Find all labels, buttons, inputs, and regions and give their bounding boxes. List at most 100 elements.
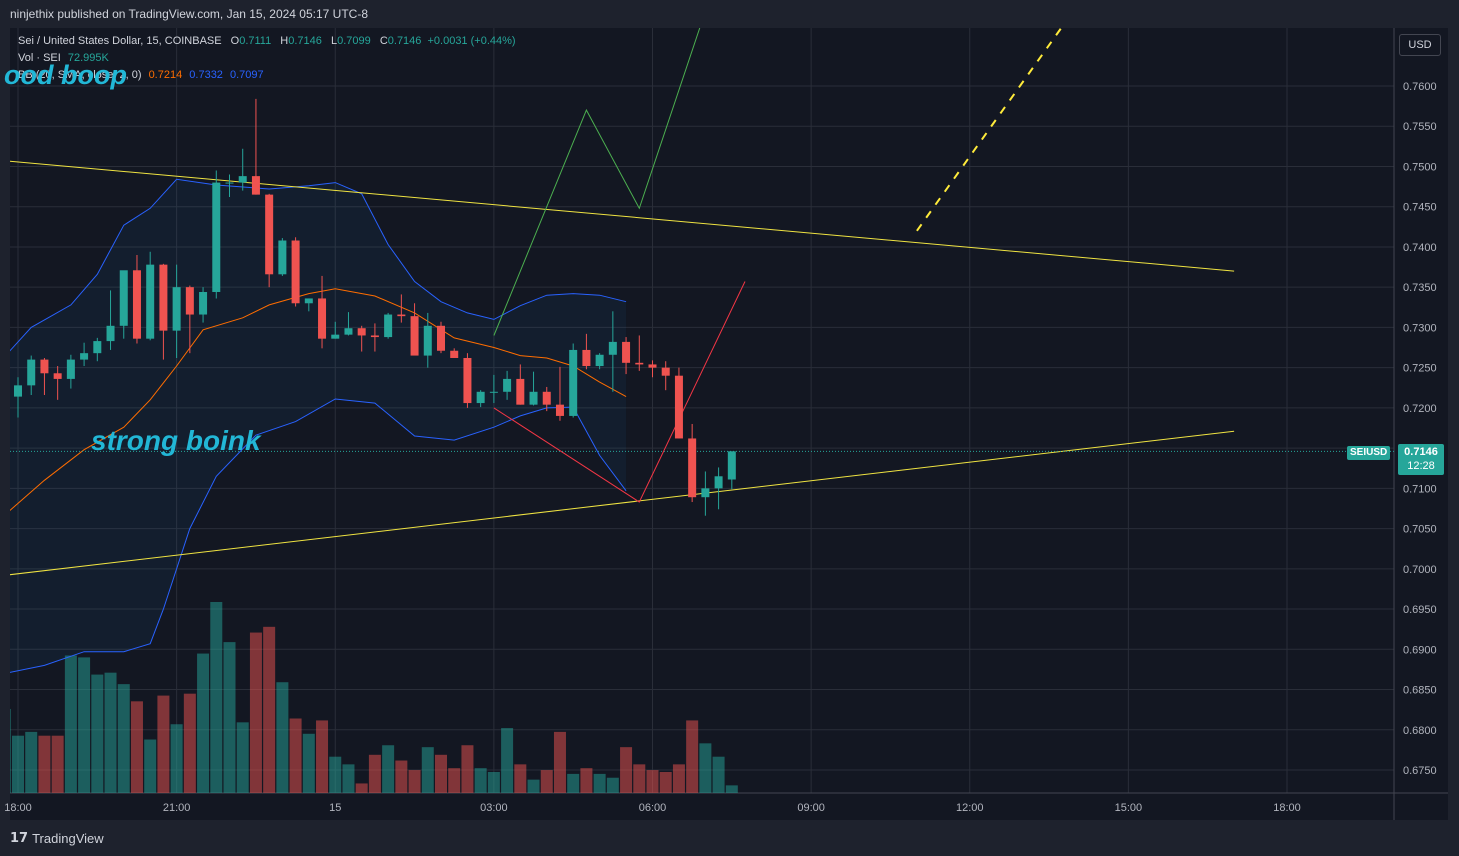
volume-bar: [593, 773, 606, 793]
lower-trendline: [10, 430, 1235, 576]
legend-change: +0.0031 (+0.44%): [427, 35, 516, 47]
candle-body: [1, 397, 9, 399]
x-tick-label: 09:00: [797, 802, 825, 814]
volume-bar: [567, 773, 580, 793]
green-projection-path: [493, 28, 701, 336]
volume-bar: [223, 642, 236, 793]
y-tick-label: 0.7300: [1403, 322, 1437, 334]
volume-bar: [395, 760, 408, 793]
candle-body: [489, 391, 498, 393]
currency-button[interactable]: USD: [1399, 34, 1441, 56]
candle-body: [622, 341, 631, 363]
candle-body: [40, 359, 49, 374]
y-tick-label: 0.6750: [1403, 765, 1437, 777]
volume-bar: [580, 768, 593, 793]
y-tick-label: 0.7500: [1403, 161, 1437, 173]
candle-body: [304, 298, 313, 304]
legend-bb-label[interactable]: BB (20, SMA, close, 2, 0): [18, 69, 142, 81]
candle-body: [27, 359, 36, 386]
volume-bar: [474, 768, 487, 793]
candle-body: [146, 264, 155, 339]
candle-body: [714, 476, 723, 489]
y-tick-label: 0.7250: [1403, 363, 1437, 375]
volume-bar: [183, 693, 196, 793]
candle-body: [463, 357, 472, 404]
legend-close: 0.7146: [387, 35, 422, 47]
volume-bar: [236, 722, 249, 793]
volume-bar: [263, 626, 276, 793]
candle-body: [66, 359, 75, 379]
tradingview-logo[interactable]: 𝟭𝟳 TradingView: [10, 830, 104, 846]
candle-body: [199, 292, 208, 315]
volume-bar: [78, 657, 91, 793]
candle-body: [423, 325, 432, 356]
candle-body: [397, 314, 406, 317]
x-tick-label: 21:00: [163, 802, 191, 814]
upper-trendline: [10, 160, 1235, 272]
volume-bar: [633, 764, 646, 793]
volume-bar: [435, 754, 447, 793]
legend-bb-upper: 0.7332: [189, 69, 223, 81]
y-tick-label: 0.7350: [1403, 282, 1437, 294]
candle-body: [251, 176, 260, 195]
volume-bar: [130, 701, 143, 793]
annotation-strong-boink[interactable]: strong boink: [91, 425, 261, 456]
volume-bar: [540, 770, 553, 793]
volume-bar: [276, 682, 289, 793]
candle-body: [437, 325, 445, 351]
y-tick-label: 0.7600: [1403, 81, 1437, 93]
candle-body: [503, 378, 512, 392]
candle-body: [331, 334, 340, 339]
volume-bar: [38, 735, 51, 793]
volume-bar: [712, 756, 725, 793]
candle-body: [132, 270, 141, 339]
volume-bar: [382, 745, 395, 793]
y-tick-label: 0.6800: [1403, 725, 1437, 737]
candle-body: [635, 362, 644, 365]
candle-body: [595, 354, 604, 367]
candle-body: [608, 341, 617, 355]
candle-body: [318, 298, 327, 339]
volume-bar: [302, 733, 315, 793]
chart-panel[interactable]: [10, 28, 1448, 820]
volume-bar: [144, 739, 157, 793]
volume-bar: [289, 718, 302, 793]
candle-body: [159, 264, 168, 331]
candle-body: [450, 350, 459, 358]
candle-body: [529, 391, 538, 405]
volume-bar: [699, 743, 712, 793]
volume-bar: [725, 785, 738, 793]
legend-volume-label[interactable]: Vol · SEI: [18, 52, 61, 64]
volume-bar: [620, 747, 633, 793]
legend-symbol[interactable]: Sei / United States Dollar, 15, COINBASE: [18, 35, 222, 47]
x-tick-label: 18:00: [4, 802, 32, 814]
candle-body: [516, 378, 525, 405]
volume-bar: [448, 768, 461, 793]
candle-body: [701, 488, 710, 498]
yellow-dashed-projection: [916, 28, 1063, 232]
annotation-top-text[interactable]: ood boop: [4, 60, 127, 90]
volume-bar: [461, 745, 474, 793]
y-tick-label: 0.7400: [1403, 242, 1437, 254]
current-price-value: 0.7146: [1404, 446, 1438, 458]
volume-bar: [514, 764, 527, 793]
candle-body: [172, 287, 181, 331]
candle-body: [344, 328, 353, 335]
candle-body: [661, 367, 670, 376]
volume-bar: [686, 720, 699, 793]
candle-body: [370, 335, 379, 338]
legend-bb-basis: 0.7214: [148, 69, 183, 81]
volume-bar: [487, 771, 500, 793]
x-tick-label: 03:00: [480, 802, 508, 814]
candle-body: [582, 349, 591, 367]
legend-high: 0.7146: [288, 35, 322, 47]
volume-bar: [249, 632, 262, 793]
publish-header: ninjethix published on TradingView.com, …: [0, 0, 1459, 28]
volume-bar: [170, 724, 183, 793]
volume-bar: [117, 684, 130, 793]
y-tick-label: 0.7200: [1403, 403, 1437, 415]
candle-body: [476, 391, 485, 404]
legend-bb-row: BB (20, SMA, close, 2, 0) 0.7214 0.7332 …: [18, 69, 264, 81]
candle-body: [542, 391, 551, 405]
